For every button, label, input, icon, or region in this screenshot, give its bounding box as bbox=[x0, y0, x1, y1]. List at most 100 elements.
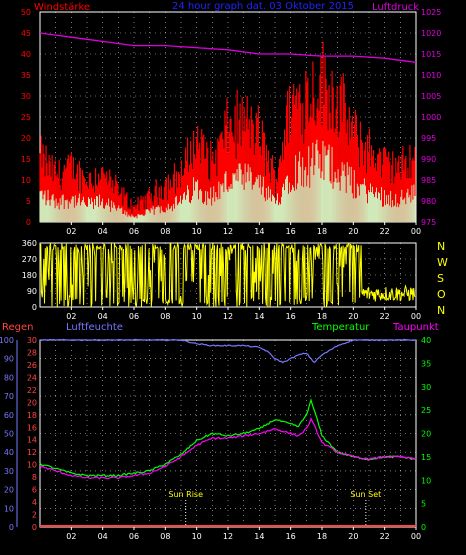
temperature-tick-label: 10 bbox=[421, 476, 431, 485]
humidity-tick-label: 60 bbox=[4, 411, 14, 420]
sunrise-label: Sun Rise bbox=[168, 490, 203, 499]
direction-compass-label: N bbox=[437, 304, 445, 317]
chart-title: 24 hour graph dat. 03 Oktober 2015 bbox=[172, 1, 354, 12]
rain-label: Regen bbox=[2, 322, 34, 333]
pressure-tick-label: 1010 bbox=[421, 71, 441, 80]
p1-x-label: 12 bbox=[223, 227, 233, 236]
direction-tick-label: 180 bbox=[22, 271, 37, 280]
p3-x-label: 08 bbox=[160, 532, 170, 541]
p1-x-label: 04 bbox=[98, 227, 108, 236]
humidity-line bbox=[39, 338, 417, 364]
pressure-line bbox=[39, 32, 417, 64]
direction-compass-label: S bbox=[437, 272, 444, 285]
wind-tick-label: 50 bbox=[21, 8, 31, 17]
p3-x-label: 10 bbox=[192, 532, 202, 541]
temperature-tick-label: 30 bbox=[421, 383, 431, 392]
p3-x-label: 18 bbox=[317, 532, 327, 541]
p1-x-label: 20 bbox=[348, 227, 358, 236]
humidity-tick-label: 80 bbox=[4, 373, 14, 382]
direction-compass-label: N bbox=[437, 240, 445, 253]
pressure-tick-label: 1025 bbox=[421, 8, 441, 17]
rain-tick-label: 30 bbox=[27, 336, 37, 345]
wind-tick-label: 40 bbox=[21, 50, 31, 59]
pressure-tick-label: 980 bbox=[421, 197, 436, 206]
pressure-axis-label: Luftdruck bbox=[372, 2, 419, 13]
p2-x-label: 04 bbox=[98, 312, 108, 321]
wind-tick-label: 0 bbox=[26, 218, 31, 227]
wind-pressure-panel: 0510152025303540455097598098599099510001… bbox=[21, 8, 442, 236]
wind-tick-label: 20 bbox=[21, 134, 31, 143]
rain-tick-label: 14 bbox=[27, 436, 37, 445]
rain-tick-label: 4 bbox=[32, 498, 37, 507]
p2-x-label: 10 bbox=[192, 312, 202, 321]
p1-x-label: 22 bbox=[380, 227, 390, 236]
humidity-tick-label: 10 bbox=[4, 504, 14, 513]
pressure-tick-label: 1000 bbox=[421, 113, 441, 122]
dewpoint-line bbox=[39, 417, 417, 480]
pressure-tick-label: 1005 bbox=[421, 92, 441, 101]
wind-direction-trace bbox=[39, 241, 416, 308]
p2-x-label: 20 bbox=[348, 312, 358, 321]
wind-tick-label: 45 bbox=[21, 29, 31, 38]
pressure-tick-label: 990 bbox=[421, 155, 436, 164]
pressure-tick-label: 975 bbox=[421, 218, 436, 227]
rain-tick-label: 24 bbox=[27, 373, 37, 382]
p2-x-label: 08 bbox=[160, 312, 170, 321]
p1-x-label: 08 bbox=[160, 227, 170, 236]
p3-x-label: 20 bbox=[348, 532, 358, 541]
p1-x-label: 18 bbox=[317, 227, 327, 236]
humidity-tick-label: 20 bbox=[4, 486, 14, 495]
direction-tick-label: 270 bbox=[22, 255, 37, 264]
p2-x-label: 06 bbox=[129, 312, 139, 321]
temperature-tick-label: 35 bbox=[421, 359, 431, 368]
temperature-tick-label: 5 bbox=[421, 500, 426, 509]
rain-tick-label: 6 bbox=[32, 486, 37, 495]
p1-x-label: 00 bbox=[411, 227, 421, 236]
direction-compass-label: W bbox=[437, 256, 448, 269]
rain-tick-label: 26 bbox=[27, 361, 37, 370]
humidity-tick-label: 100 bbox=[0, 336, 14, 345]
p3-x-label: 06 bbox=[129, 532, 139, 541]
wind-tick-label: 10 bbox=[21, 176, 31, 185]
humidity-tick-label: 0 bbox=[9, 523, 14, 532]
temperature-tick-label: 15 bbox=[421, 453, 431, 462]
temperature-label: Temperatur bbox=[311, 322, 370, 333]
rain-tick-label: 20 bbox=[27, 398, 37, 407]
humidity-tick-label: 30 bbox=[4, 467, 14, 476]
humidity-tick-label: 50 bbox=[4, 430, 14, 439]
p2-x-label: 18 bbox=[317, 312, 327, 321]
p3-x-label: 04 bbox=[98, 532, 108, 541]
wind-tick-label: 5 bbox=[26, 197, 31, 206]
humidity-tick-label: 40 bbox=[4, 448, 14, 457]
p2-x-label: 22 bbox=[380, 312, 390, 321]
p1-x-label: 16 bbox=[286, 227, 296, 236]
humidity-tick-label: 90 bbox=[4, 355, 14, 364]
pressure-tick-label: 985 bbox=[421, 176, 436, 185]
dewpoint-label: Taupunkt bbox=[392, 322, 439, 333]
p1-x-label: 06 bbox=[129, 227, 139, 236]
wind-tick-label: 15 bbox=[21, 155, 31, 164]
p1-x-label: 14 bbox=[254, 227, 264, 236]
pressure-tick-label: 995 bbox=[421, 134, 436, 143]
wind-axis-label: Windstärke bbox=[34, 2, 90, 13]
temperature-tick-label: 25 bbox=[421, 406, 431, 415]
p3-x-label: 22 bbox=[380, 532, 390, 541]
temperature-humidity-panel: 0102030405060708090100024681012141618202… bbox=[0, 336, 431, 541]
direction-tick-label: 360 bbox=[22, 239, 37, 248]
wind-tick-label: 30 bbox=[21, 92, 31, 101]
rain-tick-label: 18 bbox=[27, 411, 37, 420]
p2-x-label: 12 bbox=[223, 312, 233, 321]
rain-tick-label: 28 bbox=[27, 348, 37, 357]
direction-compass-label: O bbox=[437, 288, 446, 301]
rain-tick-label: 8 bbox=[32, 473, 37, 482]
rain-tick-label: 12 bbox=[27, 448, 37, 457]
wind-tick-label: 25 bbox=[21, 113, 31, 122]
rain-tick-label: 0 bbox=[32, 523, 37, 532]
pressure-tick-label: 1015 bbox=[421, 50, 441, 59]
temperature-tick-label: 40 bbox=[421, 336, 431, 345]
p1-x-label: 10 bbox=[192, 227, 202, 236]
p2-x-label: 16 bbox=[286, 312, 296, 321]
rain-tick-label: 22 bbox=[27, 386, 37, 395]
temperature-tick-label: 0 bbox=[421, 523, 426, 532]
